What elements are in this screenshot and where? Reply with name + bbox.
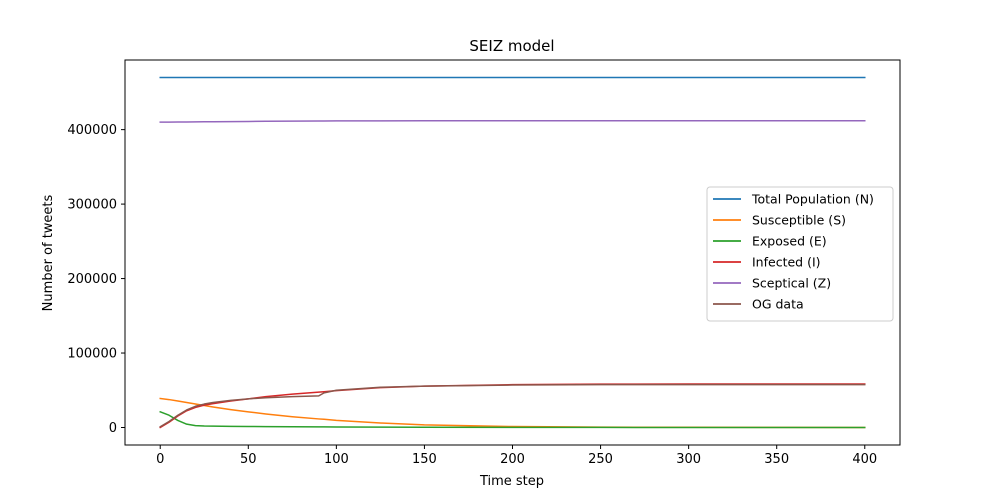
y-axis-label: Number of tweets (41, 194, 56, 311)
legend-label: Exposed (E) (752, 234, 827, 249)
legend-label: Infected (I) (752, 255, 821, 270)
legend-label: Total Population (N) (751, 192, 874, 207)
series-line-4 (159, 119, 866, 123)
legend-label: Sceptical (Z) (752, 276, 831, 291)
plot-area: 0 50 100 150 200 250 300 350 400 0 100000 200000 30… (67, 59, 901, 467)
x-tick-label: 100 (324, 452, 349, 467)
series-lines (159, 76, 866, 429)
y-tick-label: 0 (109, 421, 117, 436)
x-tick-label: 50 (240, 452, 257, 467)
legend-label: OG data (752, 297, 804, 312)
x-axis: 0 50 100 150 200 250 300 350 400 (156, 445, 877, 467)
x-tick-label: 350 (764, 452, 789, 467)
x-tick-label: 400 (852, 452, 877, 467)
series-line-2 (159, 410, 866, 429)
x-tick-label: 150 (412, 452, 437, 467)
legend-label: Susceptible (S) (752, 213, 846, 228)
chart-title: SEIZ model (469, 37, 554, 55)
x-tick-label: 250 (588, 452, 613, 467)
y-tick-label: 200000 (67, 272, 117, 287)
legend-frame (706, 186, 894, 322)
y-tick-label: 400000 (67, 123, 117, 138)
legend: Total Population (N) Susceptible (S) Expos… (706, 186, 894, 322)
series-line-5 (159, 383, 866, 428)
x-tick-label: 0 (156, 452, 164, 467)
y-axis: 0 100000 200000 300000 400000 (67, 123, 125, 436)
x-tick-label: 200 (500, 452, 525, 467)
x-tick-label: 300 (676, 452, 701, 467)
y-tick-label: 300000 (67, 198, 117, 213)
x-axis-label: Time step (479, 474, 544, 489)
y-tick-label: 100000 (67, 347, 117, 362)
